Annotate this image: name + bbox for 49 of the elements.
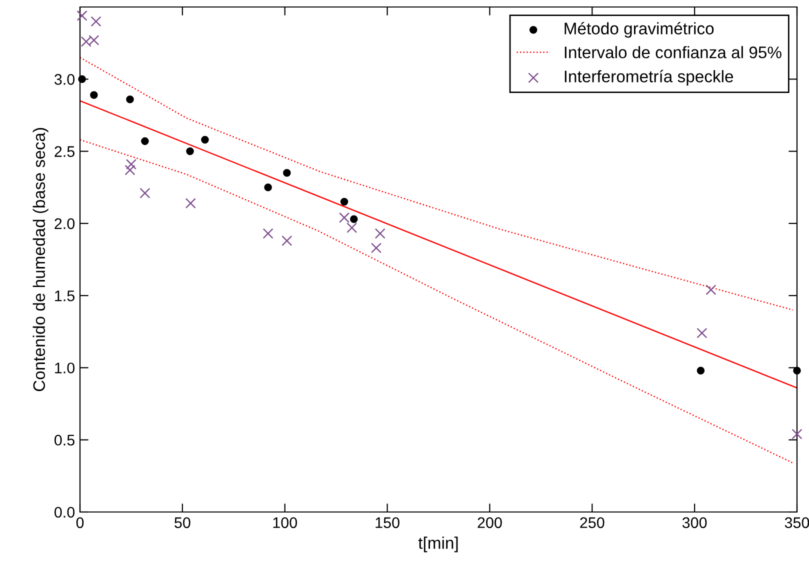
legend-label: Interferometría speckle: [564, 70, 734, 86]
y-tick-label: 2.5: [54, 146, 74, 157]
point: [350, 215, 358, 223]
point: [696, 366, 705, 374]
legend-label: Intervalo de confianza al 95%: [564, 46, 782, 58]
y-tick-label: 2.0: [54, 218, 75, 230]
point: [374, 228, 386, 239]
line-series: [80, 56, 794, 311]
point: [201, 136, 209, 144]
point: [283, 169, 291, 177]
point: [126, 95, 134, 104]
point: [282, 235, 292, 246]
line-series: [80, 139, 794, 464]
y-tick-label: 0.0: [54, 506, 75, 518]
point: [90, 16, 102, 27]
point: [696, 328, 708, 338]
point: [140, 188, 150, 198]
point: [792, 428, 802, 440]
x-tick-label: 50: [174, 517, 190, 528]
legend-label: Método gravimétrico: [564, 22, 714, 38]
point: [370, 242, 382, 254]
point: [90, 91, 98, 99]
y-tick-label: 0.5: [54, 434, 74, 446]
x-axis-title: t[min]: [418, 536, 458, 552]
point: [78, 75, 86, 84]
point: [340, 198, 348, 206]
point: [706, 284, 716, 296]
x-tick-label: 300: [682, 517, 707, 528]
point: [793, 366, 801, 374]
point: [346, 222, 358, 234]
point: [141, 137, 149, 146]
point: [186, 147, 194, 156]
x-tick-label: 100: [273, 517, 298, 528]
x-tick-label: 0: [76, 517, 84, 528]
point: [262, 228, 274, 239]
point: [264, 183, 272, 192]
point: [185, 198, 196, 209]
point: [76, 10, 88, 21]
point: [126, 158, 136, 170]
x-tick-label: 200: [478, 517, 502, 528]
x-tick-label: 150: [376, 517, 400, 528]
y-tick-label: 3.0: [54, 74, 75, 85]
y-tick-label: 1.0: [55, 362, 75, 374]
x-tick-label: 350: [784, 517, 809, 528]
point: [124, 164, 136, 176]
point: [338, 212, 350, 223]
y-axis-title: Contenido de humedad (base seca): [32, 128, 48, 392]
x-tick-label: 250: [580, 517, 604, 528]
y-tick-label: 1.5: [55, 290, 74, 302]
